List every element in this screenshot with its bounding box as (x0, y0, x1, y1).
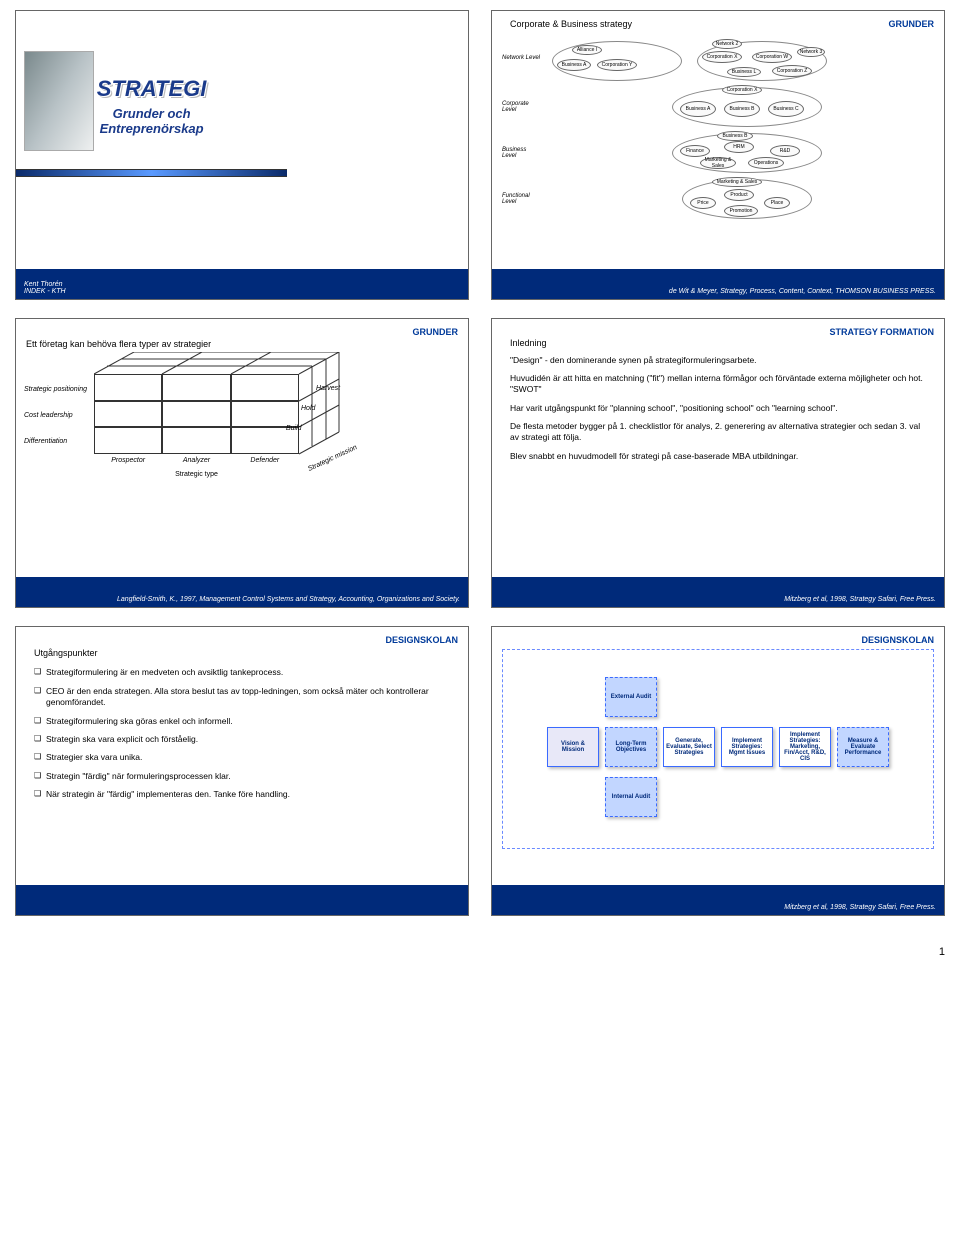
slide-premises: DESIGNSKOLAN Utgångspunkter Strategiform… (15, 626, 469, 916)
node: Business A (557, 59, 591, 71)
z-labels: Harvest Hold Build (316, 379, 340, 439)
slide2-heading: Corporate & Business strategy (510, 19, 632, 29)
node: Operations (748, 157, 784, 169)
node: Network 2 (712, 39, 742, 49)
footer: Kent Thorén INDEK - KTH (16, 269, 468, 299)
list-item: Strategiformulering ska göras enkel och … (34, 716, 450, 727)
level-label: Corporate Level (502, 101, 542, 113)
node: Corporation Y (597, 59, 637, 71)
para: Har varit utgångspunkt för "planning sch… (510, 403, 926, 414)
x-axis: Strategic type (94, 471, 299, 478)
list-item: Strategiformulering är en medveten och a… (34, 667, 450, 678)
ribbon (16, 169, 287, 177)
footer-right: Mitzberg et al, 1998, Strategy Safari, F… (784, 596, 936, 603)
slide5-heading: Utgångspunkter (34, 647, 450, 659)
slide3-title: Ett företag kan behöva flera typer av st… (26, 339, 211, 349)
slide4-quote: "Design" - den dominerande synen på stra… (510, 355, 926, 366)
footer-right: Langfield-Smith, K., 1997, Management Co… (117, 596, 460, 603)
node: Product (724, 189, 754, 201)
y-labels: Strategic positioning Cost leadership Di… (24, 377, 87, 455)
process-box: Internal Audit (605, 777, 657, 817)
main-subtitle: Grunder och Entreprenörskap (100, 106, 204, 136)
footer: de Wit & Meyer, Strategy, Process, Conte… (492, 269, 944, 299)
node: HRM (724, 141, 754, 153)
list-item: Strategier ska vara unika. (34, 752, 450, 763)
para: De flesta metoder bygger på 1. checklist… (510, 421, 926, 444)
process-box: Measure & Evaluate Performance (837, 727, 889, 767)
footer (16, 885, 468, 915)
footer: Mitzberg et al, 1998, Strategy Safari, F… (492, 577, 944, 607)
slide-process: DESIGNSKOLAN Vision & Mission External A… (491, 626, 945, 916)
node: Alliance I (572, 45, 602, 55)
level-label: Network Level (502, 55, 542, 61)
slide4-heading: Inledning (510, 337, 926, 349)
process-box: External Audit (605, 677, 657, 717)
process-box: Implement Strategies: Mgmt Issues (721, 727, 773, 767)
node: Finance (680, 145, 710, 157)
page-number: 1 (15, 946, 945, 958)
node: Business L (727, 67, 761, 77)
level-label: Functional Level (502, 193, 542, 205)
top-label: GRUNDER (412, 327, 458, 337)
footer-right: de Wit & Meyer, Strategy, Process, Conte… (669, 288, 936, 295)
x-labels: ProspectorAnalyzerDefender (94, 457, 299, 464)
slide-cube: GRUNDER Ett företag kan behöva flera typ… (15, 318, 469, 608)
list-item: Strategin ska vara explicit och förståel… (34, 734, 450, 745)
node: Corporation X (722, 85, 762, 95)
footer: Mitzberg et al, 1998, Strategy Safari, F… (492, 885, 944, 915)
node: Corporation Z (772, 65, 812, 77)
slide-formation: STRATEGY FORMATION Inledning "Design" - … (491, 318, 945, 608)
main-title: STRATEGI (97, 76, 207, 102)
node: Marketing & Sales (700, 157, 736, 169)
node: Business B (724, 101, 760, 117)
process-box: Implement Strategies: Marketing, Fin/Acc… (779, 727, 831, 767)
process-box: Vision & Mission (547, 727, 599, 767)
slide-title: STRATEGI Grunder och Entreprenörskap Ken… (15, 10, 469, 300)
top-label: GRUNDER (888, 19, 934, 29)
node: Corporation W (752, 51, 792, 63)
node: Promotion (724, 205, 758, 217)
node: Business A (680, 101, 716, 117)
node: Marketing & Sales (712, 177, 762, 187)
node: Place (764, 197, 790, 209)
para: Blev snabbt en huvudmodell för strategi … (510, 451, 926, 462)
process-box: Long-Term Objectives (605, 727, 657, 767)
para: Huvudidén är att hitta en matchning ("fi… (510, 373, 926, 396)
node: R&D (770, 145, 800, 157)
node: Price (690, 197, 716, 209)
top-label: DESIGNSKOLAN (385, 635, 458, 645)
top-label: STRATEGY FORMATION (830, 327, 935, 337)
process-box: Generate, Evaluate, Select Strategies (663, 727, 715, 767)
list-item: CEO är den enda strategen. Alla stora be… (34, 686, 450, 709)
footer-left: Kent Thorén INDEK - KTH (24, 281, 66, 295)
node: Network 3 (797, 47, 825, 57)
footer-right: Mitzberg et al, 1998, Strategy Safari, F… (784, 904, 936, 911)
level-label: Business Level (502, 147, 542, 159)
node: Business B (717, 131, 753, 141)
footer: Langfield-Smith, K., 1997, Management Co… (16, 577, 468, 607)
node: Business C (768, 101, 804, 117)
slide-levels: GRUNDER Corporate & Business strategy Ne… (491, 10, 945, 300)
top-label: DESIGNSKOLAN (861, 635, 934, 645)
node: Corporation X (702, 51, 742, 63)
list-item: Strategin "färdig" när formuleringsproce… (34, 771, 450, 782)
list-item: När strategin är "färdig" implementeras … (34, 789, 450, 800)
